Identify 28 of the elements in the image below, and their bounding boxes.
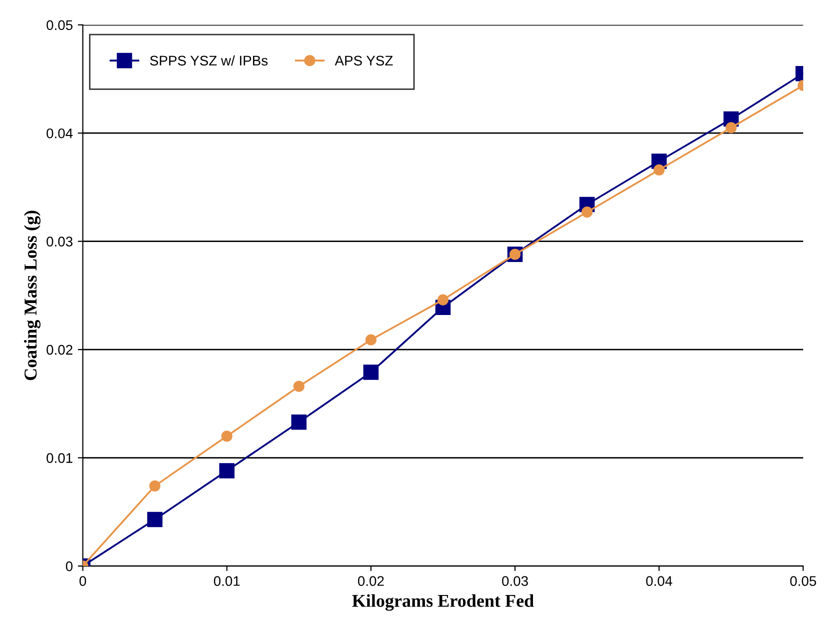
point [147,512,162,528]
x-tick-label: 0.02 [358,576,384,586]
y-axis-title: Coating Mass Loss (g) [24,210,40,380]
point [726,122,737,134]
point [291,414,307,430]
y-tick-label: 0.03 [46,236,72,247]
point [219,463,235,478]
point [149,480,160,492]
legend-label: APS YSZ [334,56,393,66]
y-tick-label: 0.02 [46,344,72,355]
x-tick-label: 0 [79,576,86,586]
point [363,364,379,380]
y-tick-label: 0.04 [46,128,73,138]
point [221,430,232,442]
x-tick-label: 0.03 [502,576,528,586]
x-axis-title: Kilograms Erodent Fed [352,594,534,611]
point [293,380,304,392]
x-tick-label: 0.04 [646,576,672,586]
point [437,294,449,306]
x-tick-label: 0.01 [214,576,240,586]
point [581,206,593,218]
y-tick-label: 0 [66,561,73,572]
x-tick-label: 0.05 [790,576,816,586]
legend-label: SPPS YSZ w/ IPBs [150,55,268,66]
y-tick-label: 0.05 [46,20,72,30]
y-tick-label: 0.01 [46,453,72,463]
point [365,334,376,346]
point [654,164,665,176]
